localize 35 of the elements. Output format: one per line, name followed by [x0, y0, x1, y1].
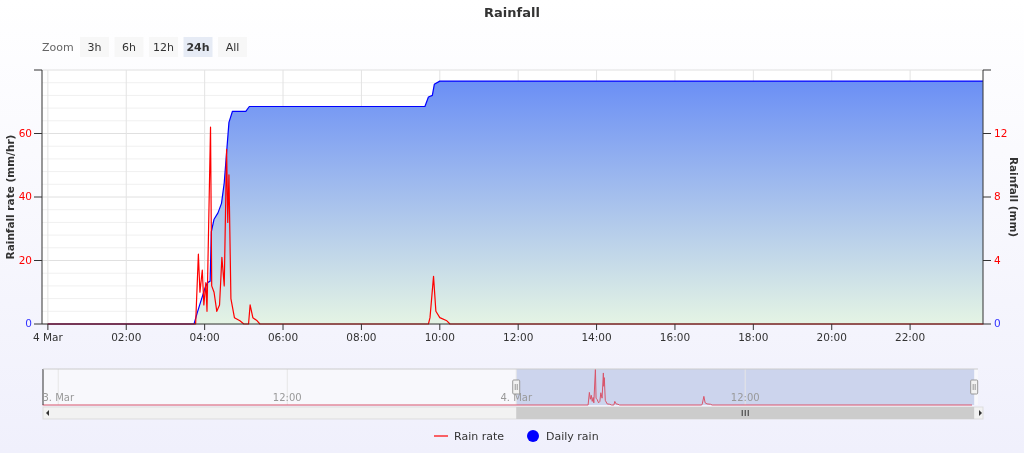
x-tick-label: 14:00 [581, 331, 612, 343]
y2-tick-label: 4 [994, 253, 1001, 266]
zoom-button: 24h [183, 37, 213, 57]
zoom-button: 6h [114, 37, 144, 57]
x-tick-label: 4 Mar [32, 331, 64, 343]
x-tick-label: 18:00 [738, 331, 769, 343]
y-tick-label: 20 [18, 253, 32, 266]
y-tick-label: 60 [18, 126, 32, 139]
x-tick-label: 12:00 [503, 331, 534, 343]
x-tick-label: 3. Mar [42, 392, 75, 403]
x-tick-label: 22:00 [894, 331, 926, 343]
legend-label: Rain rate [454, 430, 505, 443]
x-tick-label: 10:00 [424, 331, 455, 343]
x-tick-label: 12:00 [272, 392, 302, 403]
y-tick-label: 0 [25, 317, 32, 329]
y-axis-title: Rainfall rate (mm/hr) [4, 134, 16, 260]
text: Zoom [42, 41, 74, 54]
x-tick-label: 12:00 [730, 392, 760, 403]
y2-axis-title: Rainfall (mm) [1008, 156, 1020, 238]
x-tick-label: 02:00 [111, 331, 142, 343]
zoom-button: 3h [80, 37, 109, 57]
x-tick-label: 08:00 [346, 331, 377, 343]
y2-tick-label: 8 [994, 190, 1001, 202]
x-tick-label: 4. Mar [500, 392, 533, 403]
legend-label: Daily rain [546, 430, 599, 443]
x-tick-label: 16:00 [659, 331, 691, 343]
chart-title: Rainfall [484, 5, 540, 20]
x-tick-label: 06:00 [267, 331, 299, 343]
x-tick-label: 20:00 [816, 331, 847, 343]
zoom-button: 12h [149, 37, 178, 57]
zoom-button: All [218, 37, 247, 57]
y2-tick-label: 0 [994, 317, 1001, 329]
x-tick-label: 04:00 [189, 331, 220, 343]
y2-tick-label: 12 [994, 126, 1008, 139]
y-tick-label: 40 [18, 190, 32, 202]
